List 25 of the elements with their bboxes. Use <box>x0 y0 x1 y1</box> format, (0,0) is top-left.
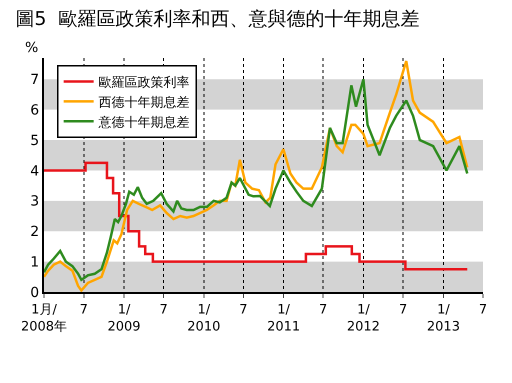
y-tick-label: 0 <box>30 284 40 301</box>
x-tick-label: 1/ 2013 <box>426 302 460 334</box>
x-tick-label: 1月/ 2008年 <box>20 302 68 334</box>
y-tick-label: 1 <box>30 254 40 271</box>
y-tick-label: 6 <box>30 102 40 119</box>
legend-label: 歐羅區政策利率 <box>98 74 190 91</box>
y-tick-label: 7 <box>30 72 40 88</box>
x-tick-label: 7 <box>239 302 248 318</box>
y-tick-label: 4 <box>30 163 40 180</box>
x-tick-label: 7 <box>319 302 328 318</box>
chart-title: 圖5 歐羅區政策利率和西、意與德的十年期息差 <box>15 8 420 30</box>
x-tick-label: 7 <box>399 302 408 318</box>
x-tick-label: 1/ 2012 <box>346 302 380 334</box>
y-tick-label: 2 <box>30 224 40 240</box>
y-axis-title: % <box>25 40 38 56</box>
x-tick-label: 1/ 2009 <box>107 302 141 334</box>
x-tick-label: 1/ 2010 <box>187 302 220 334</box>
legend-label: 意德十年期息差 <box>98 115 190 130</box>
x-tick-label: 1/ 2011 <box>267 302 300 334</box>
legend-label: 西德十年期息差 <box>98 95 190 110</box>
y-tick-label: 3 <box>30 194 40 210</box>
y-tick-label: 5 <box>30 132 40 149</box>
x-tick-label: 7 <box>478 302 488 318</box>
x-tick-label: 7 <box>159 302 168 318</box>
x-tick-label: 7 <box>80 302 88 318</box>
